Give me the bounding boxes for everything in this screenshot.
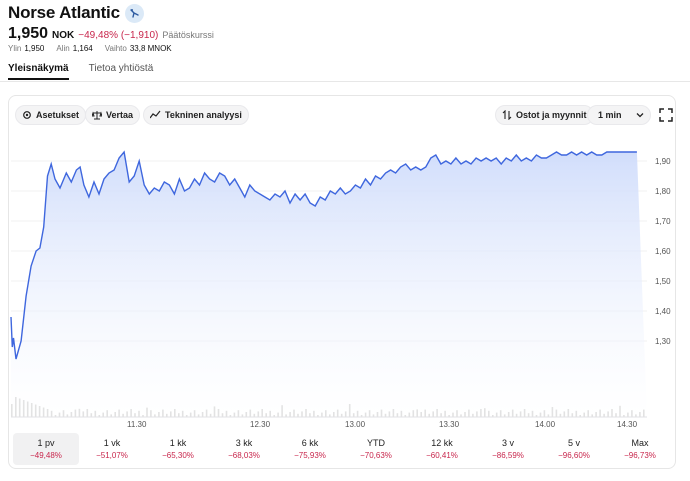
chart-card: Asetukset Vertaa Tekninen analyysi Ostot…	[8, 95, 676, 469]
turnover-label: Vaihto	[104, 44, 127, 53]
high-label: Ylin	[8, 44, 22, 53]
period-ytd[interactable]: YTD −70,63%	[343, 433, 409, 465]
currency: NOK	[52, 30, 75, 41]
compare-button[interactable]: Vertaa	[85, 105, 141, 125]
price-area	[11, 152, 647, 417]
trades-button[interactable]: Ostot ja myynnit	[495, 105, 594, 125]
period-12m[interactable]: 12 kk −60,41%	[409, 433, 475, 465]
y-tick-label: 1,70	[655, 217, 671, 226]
period-change: −96,60%	[558, 451, 590, 460]
period-change: −86,59%	[492, 451, 524, 460]
period-label: 3 kk	[235, 438, 253, 448]
low-value: 1,164	[72, 44, 93, 53]
gear-icon	[22, 110, 32, 120]
period-5y[interactable]: 5 v −96,60%	[541, 433, 607, 465]
period-1w[interactable]: 1 vk −51,07%	[79, 433, 145, 465]
period-1d[interactable]: 1 pv −49,48%	[13, 433, 79, 465]
x-tick-label: 13.00	[345, 420, 366, 429]
tab-overview[interactable]: Yleisnäkymä	[8, 60, 69, 80]
chevron-down-icon	[636, 111, 644, 121]
period-label: 12 kk	[431, 438, 453, 448]
scale-icon	[92, 110, 102, 120]
chart-toolbar: Asetukset Vertaa Tekninen analyysi Ostot…	[15, 105, 673, 125]
period-3m[interactable]: 3 kk −68,03%	[211, 433, 277, 465]
tab-divider	[0, 81, 690, 82]
period-label: YTD	[367, 438, 385, 448]
technical-analysis-label: Tekninen analyysi	[165, 110, 242, 120]
company-name: Norse Atlantic	[8, 3, 120, 22]
period-6m[interactable]: 6 kk −75,93%	[277, 433, 343, 465]
y-tick-label: 1,60	[655, 247, 671, 256]
period-label: 6 kk	[301, 438, 319, 448]
x-tick-label: 14.00	[535, 420, 556, 429]
x-tick-label: 11.30	[127, 420, 147, 429]
period-change: −51,07%	[96, 451, 128, 460]
period-label: 1 kk	[169, 438, 187, 448]
turnover-value: 33,8 MNOK	[129, 44, 172, 53]
y-tick-label: 1,80	[655, 187, 671, 196]
trades-label: Ostot ja myynnit	[516, 110, 587, 120]
high-value: 1,950	[24, 44, 45, 53]
price-line	[10, 150, 637, 360]
period-change: −68,03%	[228, 451, 260, 460]
period-label: 1 vk	[103, 438, 121, 448]
period-label: 3 v	[501, 438, 514, 448]
period-change: −65,30%	[162, 451, 194, 460]
period-change: −60,41%	[426, 451, 458, 460]
plane-logo-icon	[130, 8, 139, 18]
x-tick-label: 14.30	[617, 420, 638, 429]
y-tick-label: 1,50	[655, 277, 671, 286]
price-change: −49,48% (−1,910)	[78, 30, 159, 41]
y-tick-label: 1,40	[655, 307, 671, 316]
company-logo	[124, 3, 144, 23]
swap-arrows-icon	[502, 110, 512, 120]
period-selector: 1 pv −49,48% 1 vk −51,07% 1 kk −65,30% 3…	[13, 433, 673, 465]
interval-value: 1 min	[598, 110, 622, 120]
y-tick-label: 1,30	[655, 337, 671, 346]
closing-price-label: Päätöskurssi	[162, 30, 214, 40]
period-change: −75,93%	[294, 451, 326, 460]
x-tick-label: 13.30	[439, 420, 460, 429]
period-1m[interactable]: 1 kk −65,30%	[145, 433, 211, 465]
fullscreen-icon[interactable]	[659, 108, 673, 122]
period-label: 5 v	[567, 438, 580, 448]
low-label: Alin	[56, 44, 70, 53]
x-tick-label: 12.30	[250, 420, 271, 429]
period-label: 1 pv	[37, 438, 55, 448]
period-label: Max	[631, 438, 649, 448]
tab-company-info[interactable]: Tietoa yhtiöstä	[88, 63, 154, 74]
period-change: −49,48%	[30, 451, 62, 460]
quote-header: Norse Atlantic 1,950 NOK −49,48% (−1,910…	[8, 2, 688, 56]
technical-analysis-button[interactable]: Tekninen analyysi	[143, 105, 249, 125]
settings-button[interactable]: Asetukset	[15, 105, 87, 125]
interval-select[interactable]: 1 min	[587, 105, 651, 125]
y-tick-label: 1,90	[655, 157, 671, 166]
period-change: −70,63%	[360, 451, 392, 460]
period-3y[interactable]: 3 v −86,59%	[475, 433, 541, 465]
day-stats: Ylin 1,950 Alin 1,164 Vaihto 33,8 MNOK	[8, 44, 688, 56]
trend-line-icon	[150, 110, 161, 120]
settings-label: Asetukset	[36, 110, 80, 120]
price-chart[interactable]: 1,90 1,80 1,70 1,60 1,50 1,40 1,30 11.30 12.30 1…	[9, 136, 675, 432]
last-price: 1,950	[8, 25, 49, 42]
period-change: −96,73%	[624, 451, 656, 460]
tab-bar: Yleisnäkymä Tietoa yhtiöstä	[8, 60, 173, 82]
compare-label: Vertaa	[106, 110, 134, 120]
period-max[interactable]: Max −96,73%	[607, 433, 673, 465]
